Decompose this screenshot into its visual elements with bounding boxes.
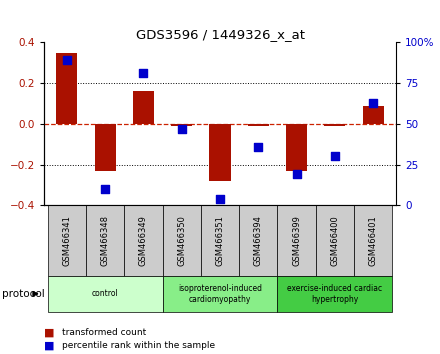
Text: GSM466350: GSM466350 [177, 215, 186, 266]
Bar [163, 205, 201, 276]
Bar [363, 105, 384, 124]
Bar [248, 124, 269, 126]
Bar [56, 53, 77, 124]
Text: percentile rank within the sample: percentile rank within the sample [62, 341, 215, 350]
Bar [201, 205, 239, 276]
Text: ■: ■ [44, 341, 55, 351]
Bar [324, 124, 345, 126]
Bar [286, 124, 307, 171]
Text: GSM466349: GSM466349 [139, 215, 148, 266]
Text: ■: ■ [44, 328, 55, 338]
Text: control: control [92, 289, 119, 298]
Text: GSM466348: GSM466348 [101, 215, 110, 266]
Point [331, 154, 338, 159]
Point [216, 196, 224, 202]
Text: GSM466351: GSM466351 [216, 215, 224, 266]
Text: transformed count: transformed count [62, 328, 146, 337]
Bar [239, 205, 277, 276]
Bar [86, 205, 125, 276]
Bar [354, 205, 392, 276]
Bar [171, 124, 192, 126]
Text: exercise-induced cardiac
hypertrophy: exercise-induced cardiac hypertrophy [287, 284, 382, 303]
Text: GSM466394: GSM466394 [254, 215, 263, 266]
Point [140, 70, 147, 76]
Point [102, 186, 109, 192]
Bar [48, 276, 163, 312]
Bar [133, 91, 154, 124]
Point [63, 58, 70, 63]
Text: GSM466401: GSM466401 [369, 215, 378, 266]
Text: isoproterenol-induced
cardiomyopathy: isoproterenol-induced cardiomyopathy [178, 284, 262, 303]
Bar [277, 205, 315, 276]
Bar [48, 205, 86, 276]
Point [370, 100, 377, 105]
Point [293, 172, 300, 177]
Text: protocol: protocol [2, 289, 45, 299]
Point [178, 126, 185, 132]
Text: GSM466399: GSM466399 [292, 215, 301, 266]
Bar [163, 276, 277, 312]
Bar [95, 124, 116, 171]
Text: GSM466341: GSM466341 [62, 215, 71, 266]
Point [255, 144, 262, 149]
Bar [125, 205, 163, 276]
Bar [315, 205, 354, 276]
Bar [209, 124, 231, 181]
Text: GSM466400: GSM466400 [330, 215, 339, 266]
Title: GDS3596 / 1449326_x_at: GDS3596 / 1449326_x_at [136, 28, 304, 41]
Bar [277, 276, 392, 312]
